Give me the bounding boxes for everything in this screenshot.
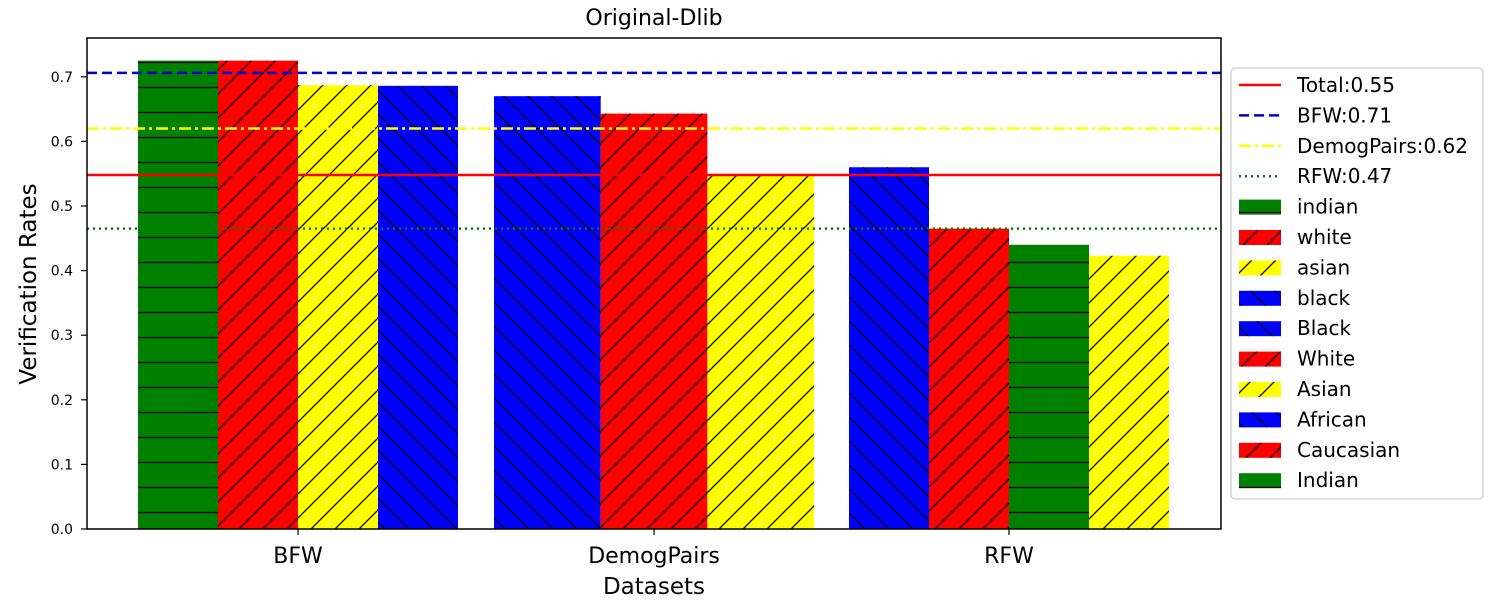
legend-swatch-hatch xyxy=(1239,290,1281,306)
chart-title: Original-Dlib xyxy=(585,6,722,31)
legend-swatch-hatch xyxy=(1239,199,1281,215)
y-tick-label: 0.7 xyxy=(51,70,73,86)
bar-hatch xyxy=(218,60,298,529)
legend-swatch-hatch xyxy=(1239,473,1281,489)
y-axis: 0.0 0.1 0.2 0.3 0.4 0.5 0.6 0.7 xyxy=(51,70,87,538)
bar-hatch xyxy=(929,228,1009,529)
legend-label: black xyxy=(1297,286,1351,310)
legend-swatch-hatch xyxy=(1239,442,1281,458)
bar-hatch xyxy=(600,113,708,529)
bar-hatch xyxy=(849,167,929,529)
legend-swatch-hatch xyxy=(1239,260,1281,276)
y-tick-label: 0.4 xyxy=(51,264,73,280)
legend-swatch-hatch xyxy=(1239,351,1281,367)
legend-label: BFW:0.71 xyxy=(1297,103,1392,127)
legend-swatch-hatch xyxy=(1239,412,1281,428)
y-tick-label: 0.6 xyxy=(51,134,73,150)
legend-label: Black xyxy=(1297,316,1352,340)
bar-hatch xyxy=(378,85,458,529)
legend-label: White xyxy=(1297,347,1355,371)
legend-label: Total:0.55 xyxy=(1296,73,1395,97)
legend-swatch-hatch xyxy=(1239,382,1281,397)
x-tick-label: RFW xyxy=(984,544,1034,569)
y-tick-label: 0.5 xyxy=(51,199,73,215)
y-axis-label: Verification Rates xyxy=(16,183,42,384)
y-tick-label: 0.1 xyxy=(51,457,73,473)
bar-hatch xyxy=(494,96,601,529)
y-tick-label: 0.0 xyxy=(51,522,73,538)
legend-swatch-hatch xyxy=(1239,230,1281,245)
legend-label: white xyxy=(1297,225,1352,249)
legend-label: RFW:0.47 xyxy=(1297,164,1392,188)
legend-label: DemogPairs:0.62 xyxy=(1297,134,1468,158)
y-tick-label: 0.3 xyxy=(51,328,73,344)
legend-label: African xyxy=(1297,407,1367,431)
legend-label: Indian xyxy=(1297,468,1359,492)
x-axis: BFW DemogPairs RFW xyxy=(273,529,1034,569)
legend-swatch-hatch xyxy=(1239,321,1281,337)
x-tick-label: BFW xyxy=(273,544,323,569)
legend-label: Caucasian xyxy=(1297,438,1400,462)
legend-label: Asian xyxy=(1297,377,1352,401)
x-axis-label: Datasets xyxy=(603,574,705,600)
y-tick-label: 0.2 xyxy=(51,393,73,409)
legend-frame xyxy=(1230,67,1484,500)
legend-label: indian xyxy=(1297,195,1358,219)
bars-layer xyxy=(138,60,1169,529)
x-tick-label: DemogPairs xyxy=(588,544,720,569)
bar-hatch xyxy=(1089,255,1169,529)
bar-hatch xyxy=(1009,244,1089,529)
legend-label: asian xyxy=(1297,255,1350,279)
bar-hatch xyxy=(707,174,815,529)
bar-hatch xyxy=(138,60,218,529)
bar-hatch xyxy=(298,85,378,529)
legend: Total:0.55 BFW:0.71 DemogPairs:0.62 RFW:0.4… xyxy=(1230,67,1484,500)
reference-lines-layer xyxy=(87,71,1221,230)
